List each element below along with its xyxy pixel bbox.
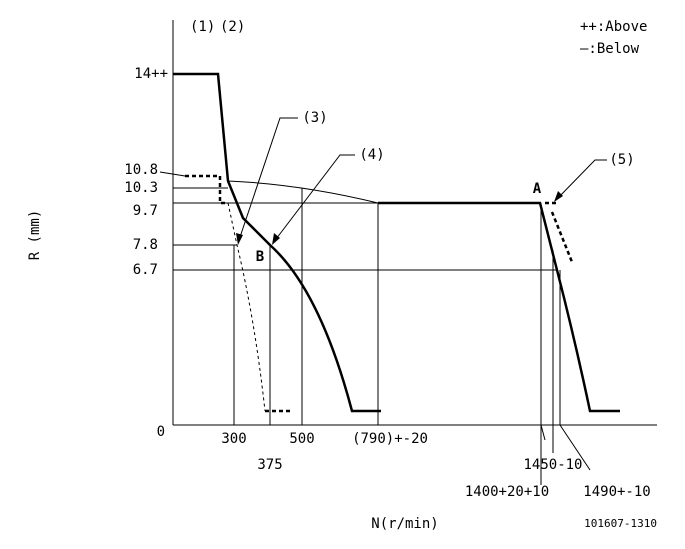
y-label: 10.3 (124, 180, 158, 196)
x-label: 300 (221, 431, 246, 447)
legend-above: ++:Above (580, 19, 647, 35)
y-axis-title: R (mm) (27, 210, 43, 261)
callout: (5) (609, 152, 634, 168)
point-label: B (256, 249, 264, 265)
header-label: (2) (220, 19, 245, 35)
x-label: 500 (289, 431, 314, 447)
callout: (4) (359, 147, 384, 163)
x-label: 1490+-10 (583, 484, 650, 500)
y-label: 0 (157, 424, 165, 440)
header-label: (1) (190, 19, 215, 35)
drawing-code: 101607-1310 (584, 517, 657, 530)
callout: (3) (302, 110, 327, 126)
x-label: 1450-10 (523, 457, 582, 473)
point-label: A (533, 181, 542, 197)
x-label: 1400+20+10 (465, 484, 549, 500)
guide-lines (159, 171, 591, 485)
curves (173, 72, 620, 413)
y-label: 9.7 (133, 203, 158, 219)
y-label: 6.7 (133, 262, 158, 278)
legend-below: —:Below (580, 41, 640, 57)
leaders (236, 117, 607, 245)
x-label: (790)+-20 (352, 431, 428, 447)
axes (172, 20, 657, 426)
y-label: 14++ (134, 66, 168, 82)
y-label: 7.8 (133, 237, 158, 253)
x-axis-title: N(r/min) (371, 516, 438, 532)
y-label: 10.8 (124, 162, 158, 178)
x-label: 375 (257, 457, 282, 473)
